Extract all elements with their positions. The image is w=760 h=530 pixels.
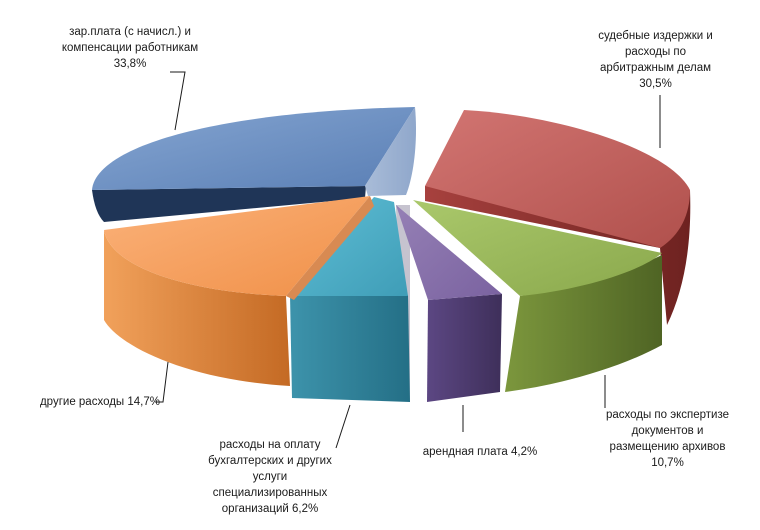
label-court: судебные издержки и расходы по арбитражн… xyxy=(598,30,713,90)
label-other: другие расходы 14,7% xyxy=(39,396,160,408)
label-rent: арендная плата 4,2% xyxy=(422,446,538,458)
slice-accounting xyxy=(290,197,410,402)
slice-salary xyxy=(92,107,416,222)
slice-court xyxy=(425,110,691,325)
slice-other xyxy=(104,196,374,386)
label-salary: зар.плата (с начисл.) и компенсации рабо… xyxy=(61,26,199,70)
label-expertise: расходы по экспертизе документов и разме… xyxy=(605,409,730,469)
slice-expertise xyxy=(413,200,662,392)
leader-lines xyxy=(155,71,661,449)
label-accounting: расходы на оплату бухгалтерских и других… xyxy=(208,439,332,515)
